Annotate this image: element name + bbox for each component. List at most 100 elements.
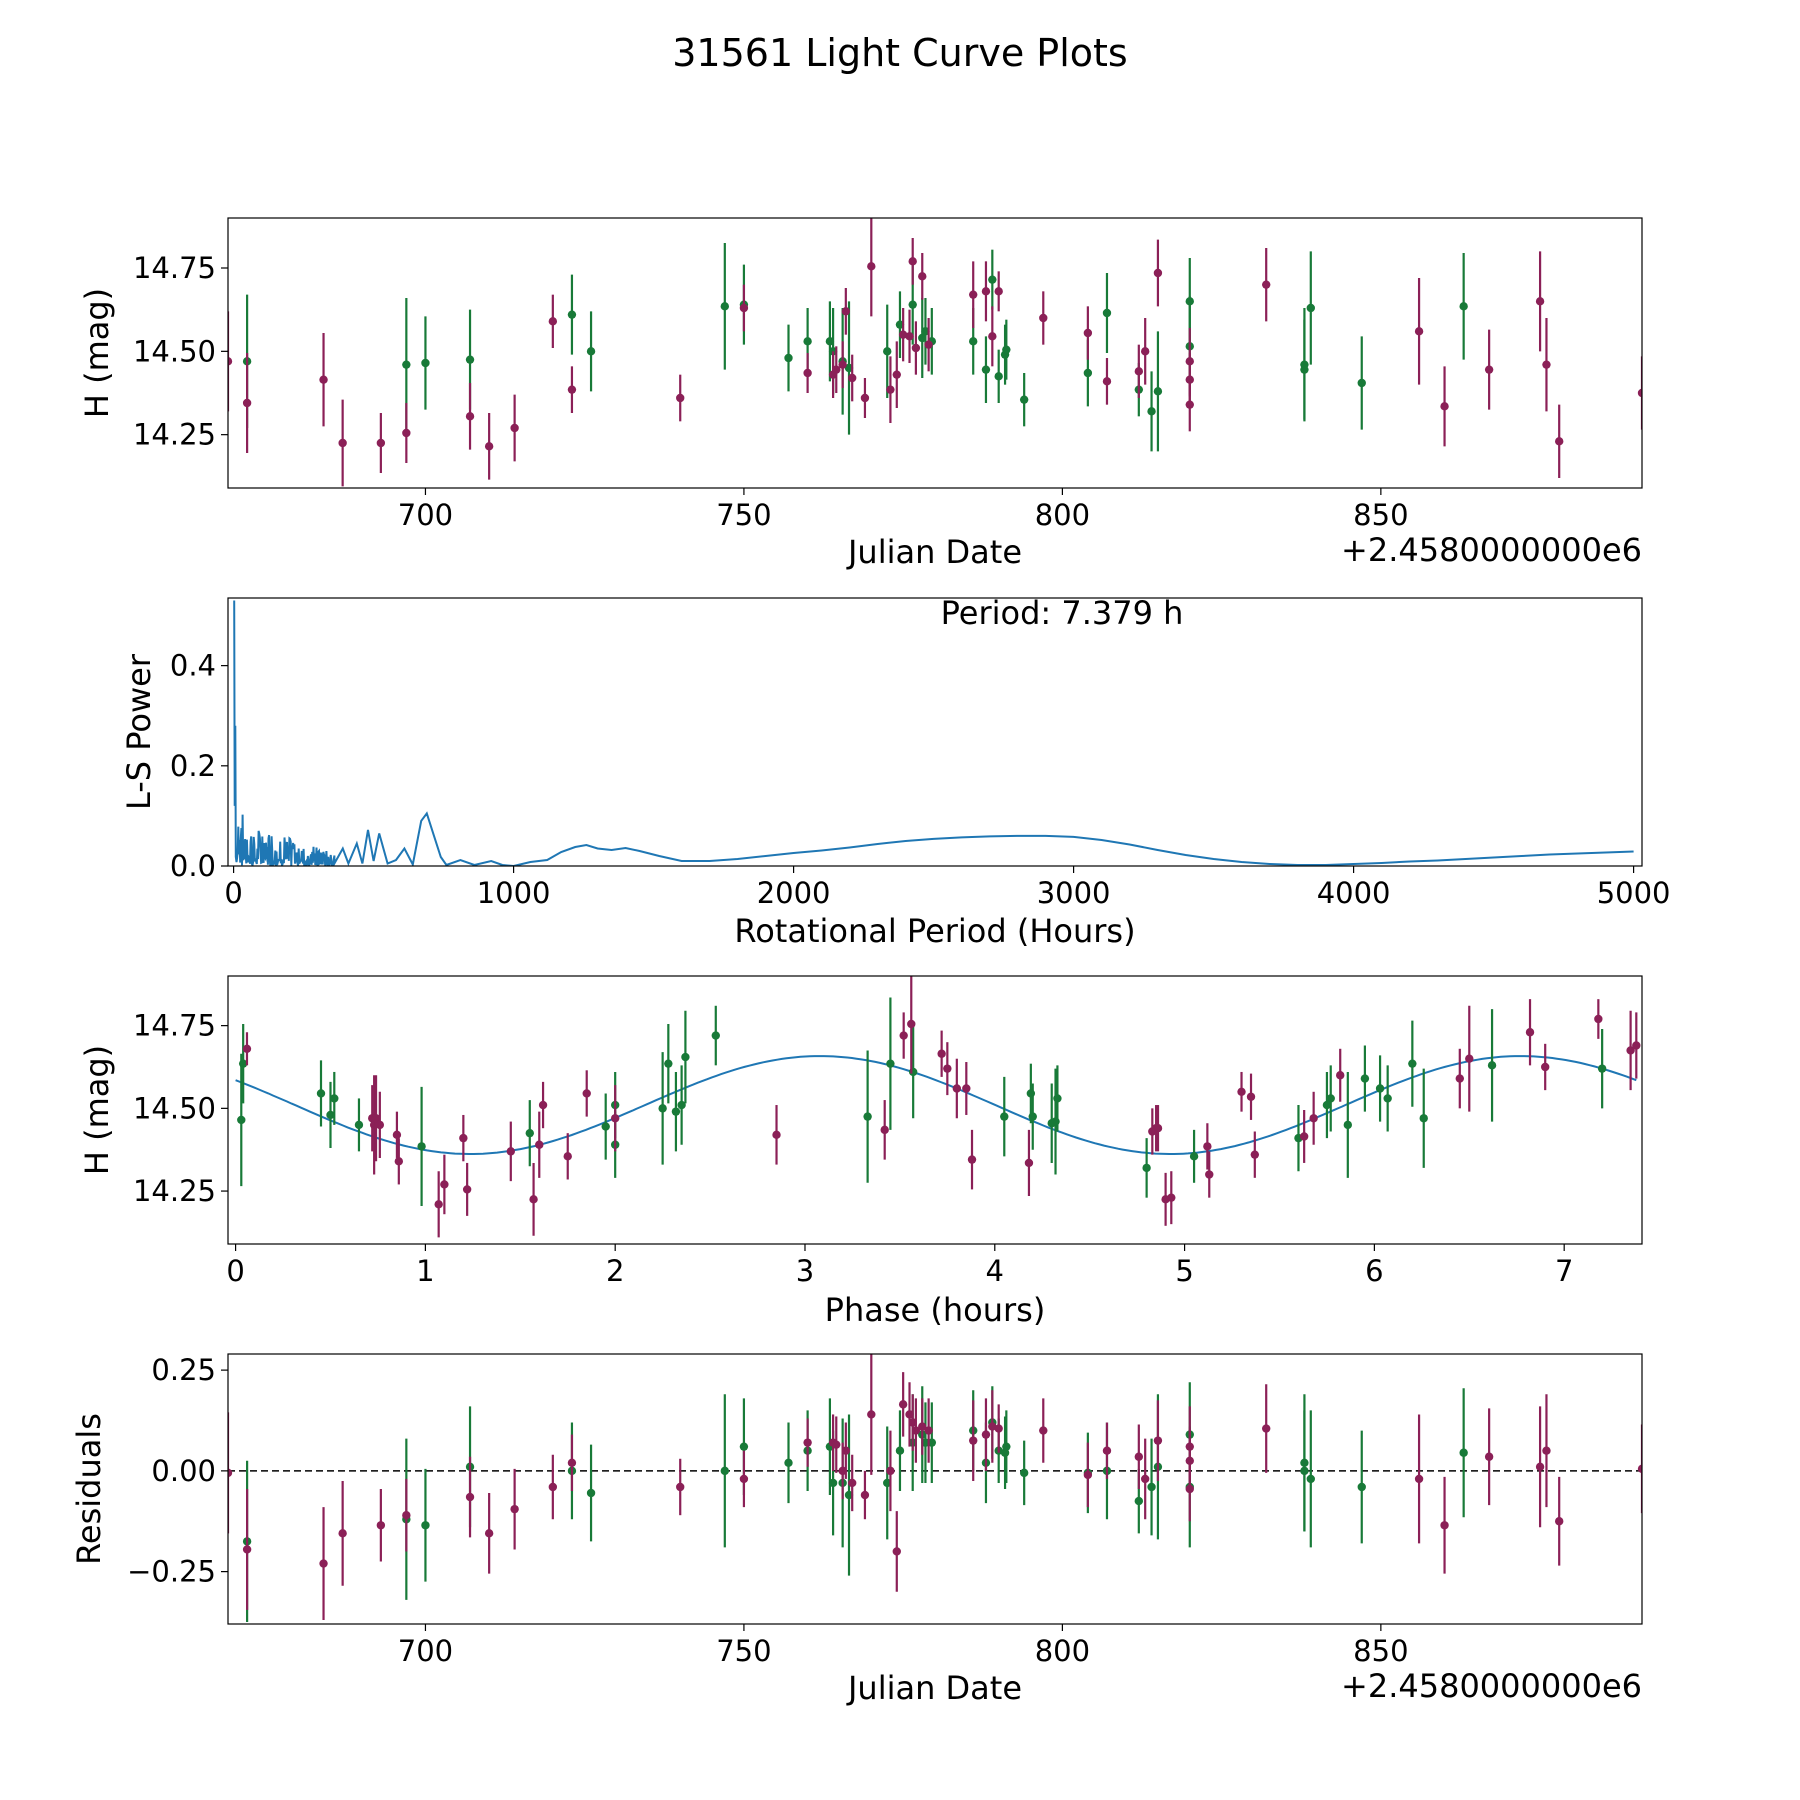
red-data-point bbox=[402, 1510, 411, 1520]
red-data-point bbox=[1039, 313, 1048, 323]
residuals-axes-frame bbox=[227, 1353, 1643, 1625]
red-data-point bbox=[1083, 1470, 1093, 1480]
green-data-point bbox=[739, 1442, 749, 1451]
red-data-point bbox=[907, 1019, 916, 1029]
green-data-point bbox=[1597, 1064, 1607, 1073]
green-data-point bbox=[1306, 1474, 1315, 1484]
green-data-point bbox=[1189, 1152, 1199, 1161]
green-data-point bbox=[237, 1115, 246, 1125]
red-data-point bbox=[1465, 1054, 1474, 1063]
red-data-point bbox=[1153, 1436, 1163, 1445]
green-data-point bbox=[1053, 1094, 1062, 1103]
red-data-point bbox=[1083, 328, 1093, 338]
x-tick-label: 5 bbox=[1175, 1254, 1193, 1288]
green-data-point bbox=[601, 1122, 610, 1131]
x-tick-label: 5000 bbox=[1597, 876, 1671, 910]
red-data-point bbox=[434, 1200, 443, 1209]
green-data-point bbox=[658, 1104, 667, 1113]
x-tick-label: 4 bbox=[986, 1254, 1004, 1288]
x-tick-label: 800 bbox=[1035, 1634, 1090, 1668]
red-data-point bbox=[563, 1152, 572, 1161]
y-tick-label: 0.4 bbox=[170, 649, 216, 683]
red-data-point bbox=[739, 303, 749, 313]
x-tick-label: 700 bbox=[398, 498, 453, 532]
green-data-point bbox=[895, 1446, 905, 1455]
green-data-point bbox=[1322, 1100, 1332, 1110]
x-tick-label: 700 bbox=[398, 1634, 453, 1668]
green-data-point bbox=[421, 1521, 430, 1530]
red-data-point bbox=[867, 1410, 876, 1419]
red-data-point bbox=[988, 1422, 997, 1431]
lightcurve-axes-frame bbox=[227, 217, 1643, 489]
green-data-point bbox=[886, 1059, 895, 1068]
x-tick-label: 6 bbox=[1365, 1254, 1383, 1288]
red-data-point bbox=[1205, 1170, 1214, 1179]
periodogram-panel: 0 1000 2000 3000 4000 5000 0.0 0.2 0.4 Period: … bbox=[120, 594, 1671, 950]
red-data-point bbox=[392, 1130, 402, 1140]
green-data-point bbox=[720, 1466, 730, 1476]
green-data-point bbox=[1306, 303, 1315, 313]
green-data-point bbox=[326, 1110, 335, 1120]
red-data-point bbox=[886, 385, 895, 394]
green-data-point bbox=[1153, 387, 1163, 396]
green-data-point bbox=[883, 347, 892, 356]
x-tick-label: 2000 bbox=[757, 876, 831, 910]
red-data-point bbox=[1594, 1014, 1603, 1024]
red-data-point bbox=[841, 307, 851, 316]
green-data-point bbox=[681, 1052, 690, 1062]
x-tick-label: 750 bbox=[716, 498, 771, 532]
y-tick-label: 0.0 bbox=[170, 849, 216, 883]
model-fit-curve bbox=[235, 1055, 1637, 1155]
x-tick-label: 850 bbox=[1353, 1634, 1408, 1668]
residuals-x-ticks: 700 750 800 850 bbox=[398, 1624, 1409, 1668]
green-data-point bbox=[1383, 1094, 1392, 1103]
red-data-point bbox=[847, 373, 857, 383]
red-data-point bbox=[847, 1478, 857, 1488]
x-tick-label: 1000 bbox=[477, 876, 551, 910]
green-data-point bbox=[1019, 1468, 1029, 1478]
red-data-point bbox=[1309, 1114, 1318, 1123]
green-data-point bbox=[988, 275, 997, 284]
residuals-y-label: Residuals bbox=[70, 1413, 108, 1565]
red-data-point bbox=[838, 360, 847, 369]
green-data-point bbox=[1102, 308, 1112, 318]
red-data-point bbox=[969, 1436, 978, 1445]
green-data-point bbox=[421, 358, 430, 368]
red-data-point bbox=[440, 1180, 449, 1189]
red-data-point bbox=[937, 1049, 946, 1058]
lightcurve-x-ticks: 700 750 800 850 bbox=[398, 488, 1409, 532]
red-data-point bbox=[860, 1490, 870, 1500]
red-data-point bbox=[918, 272, 927, 281]
red-data-point bbox=[1336, 1071, 1345, 1080]
red-data-point bbox=[981, 1430, 991, 1439]
green-data-point bbox=[1002, 345, 1011, 354]
green-data-point bbox=[1147, 1482, 1156, 1492]
red-data-point bbox=[1414, 327, 1424, 336]
red-data-point bbox=[911, 1426, 921, 1435]
green-data-point bbox=[720, 302, 730, 311]
red-data-point bbox=[841, 1446, 851, 1455]
periodogram-y-ticks: 0.0 0.2 0.4 bbox=[170, 649, 228, 883]
green-data-point bbox=[1300, 360, 1309, 369]
red-data-point bbox=[582, 1089, 591, 1098]
red-data-point bbox=[988, 332, 997, 341]
red-data-point bbox=[1541, 1062, 1550, 1072]
red-data-point bbox=[967, 1155, 977, 1164]
x-tick-label: 750 bbox=[716, 1634, 771, 1668]
green-data-point bbox=[1028, 1112, 1037, 1121]
green-data-point bbox=[981, 365, 991, 374]
red-data-point bbox=[506, 1147, 515, 1156]
red-data-point bbox=[1250, 1150, 1260, 1159]
red-data-point bbox=[319, 375, 328, 384]
residuals-y-ticks: −0.25 0.00 0.25 bbox=[127, 1353, 228, 1589]
red-data-point bbox=[242, 398, 252, 408]
green-data-point bbox=[969, 337, 978, 346]
x-tick-label: 4000 bbox=[1317, 876, 1391, 910]
periodogram-x-ticks: 0 1000 2000 3000 4000 5000 bbox=[224, 866, 1671, 910]
green-data-point bbox=[1419, 1114, 1428, 1123]
y-tick-label: 14.25 bbox=[133, 1174, 216, 1208]
green-data-point bbox=[1300, 1458, 1309, 1468]
red-data-point bbox=[832, 1440, 841, 1449]
red-data-point bbox=[867, 262, 876, 271]
